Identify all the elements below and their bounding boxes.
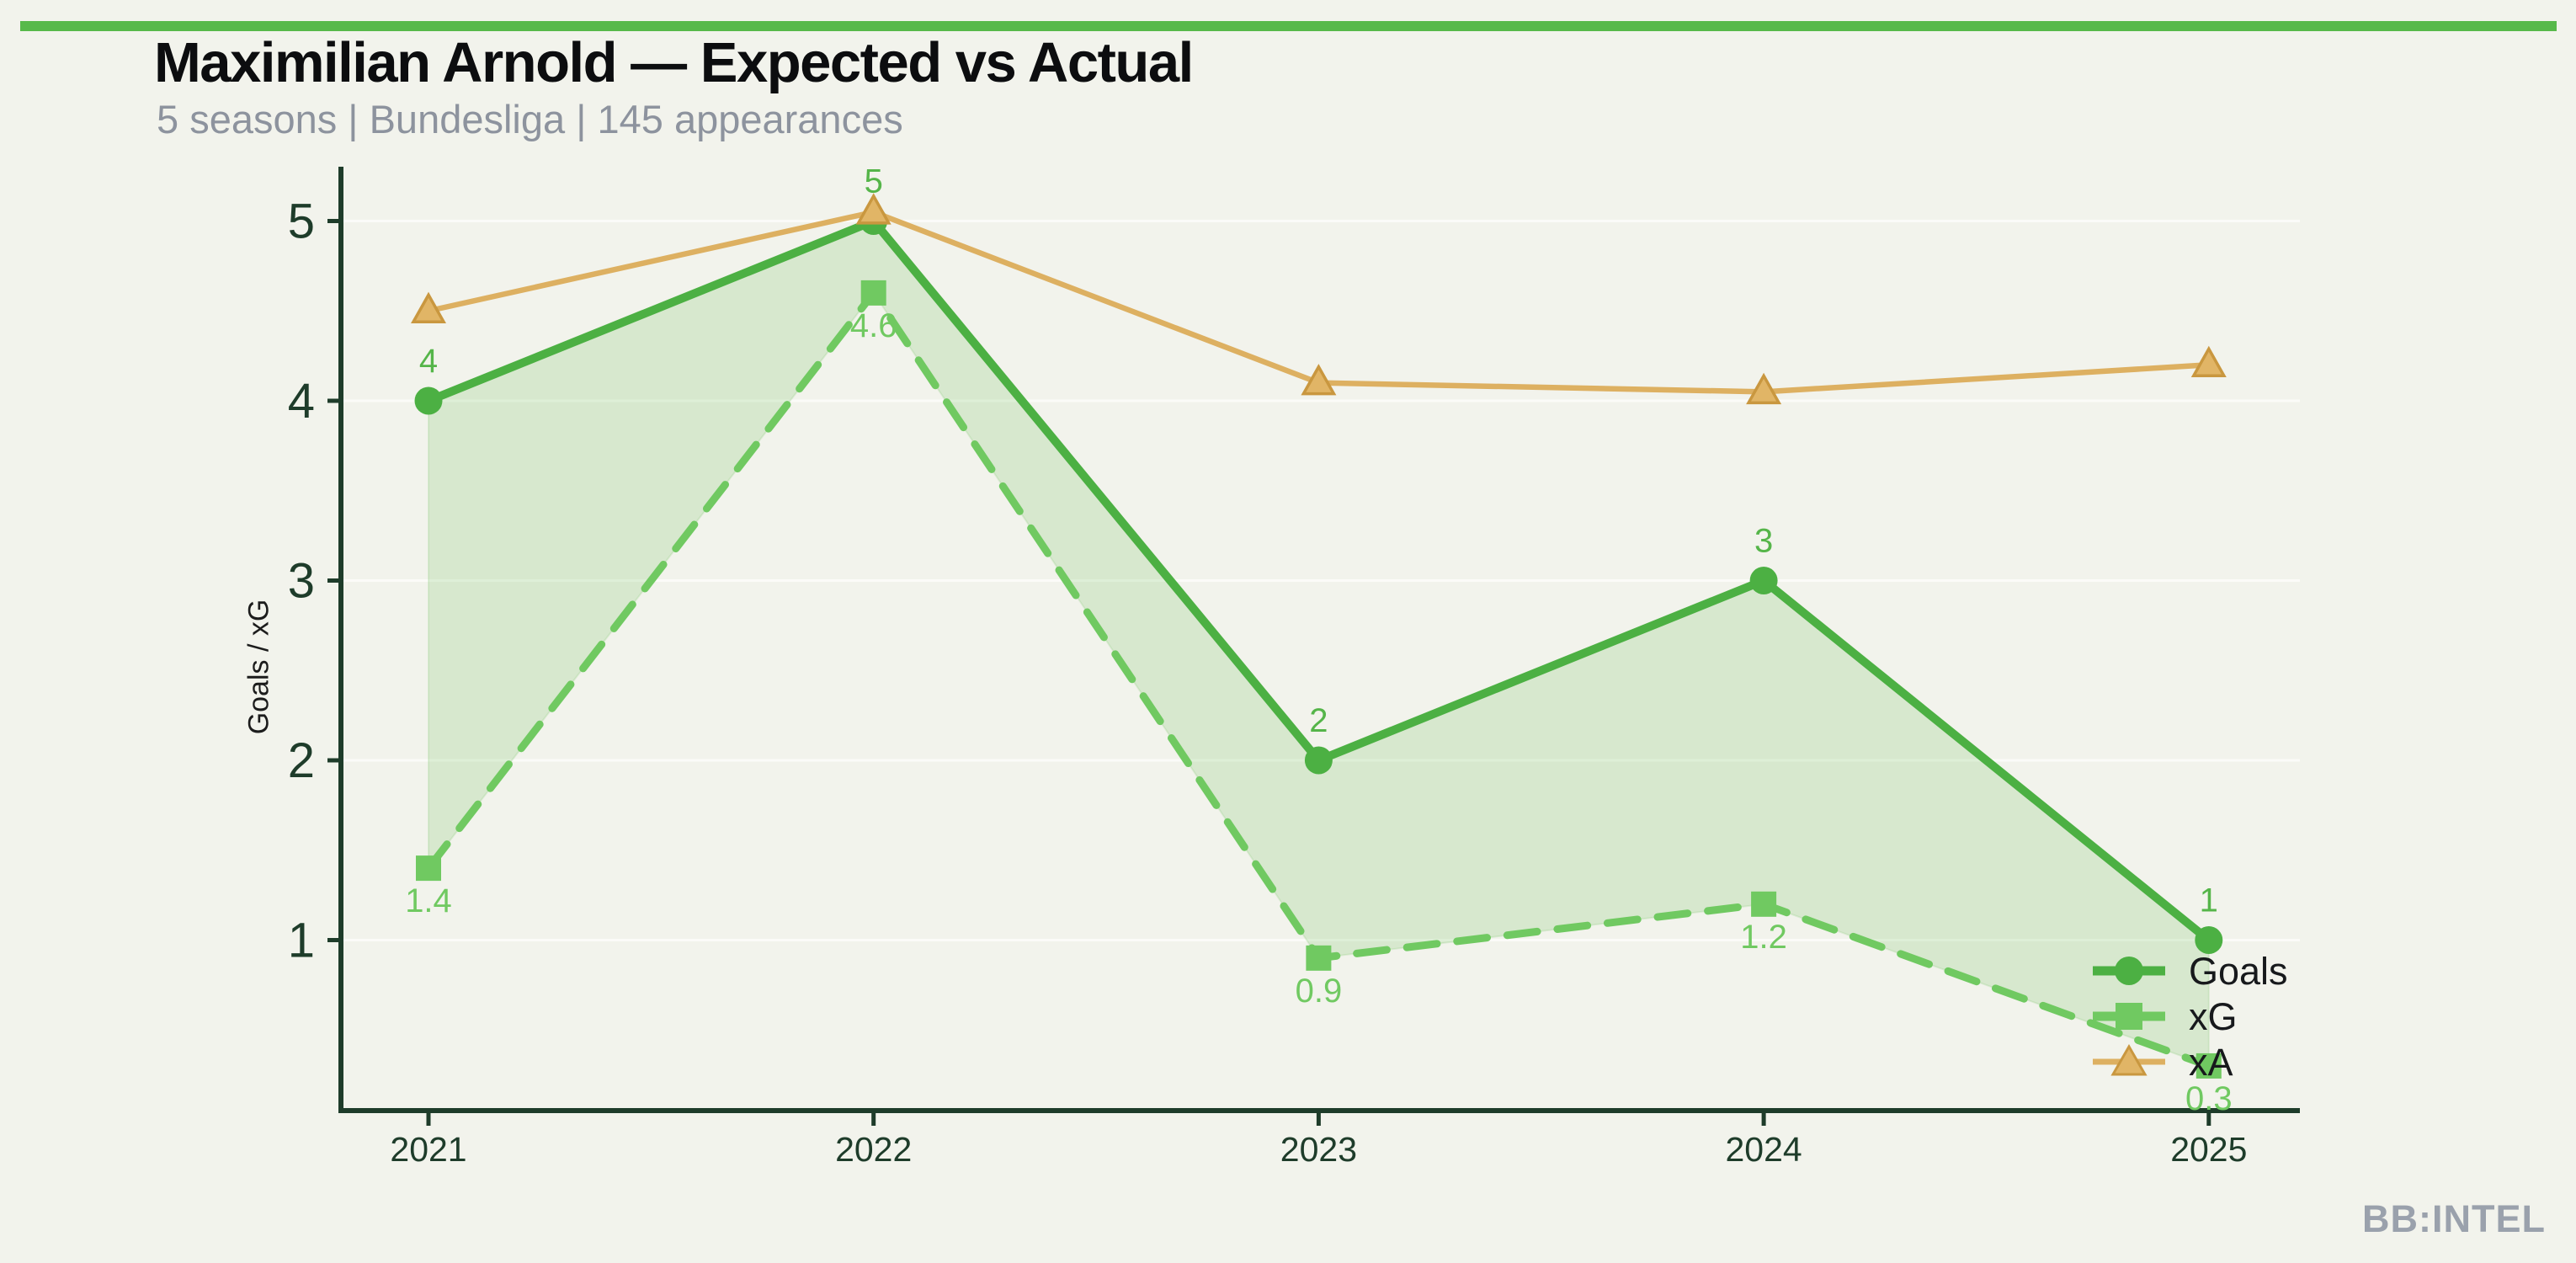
x-tick-label: 2021 xyxy=(390,1130,466,1169)
goals-data-label: 5 xyxy=(865,163,883,200)
xa-point-marker xyxy=(411,291,446,323)
xg-point-marker xyxy=(1306,945,1332,971)
xa-point-marker xyxy=(1746,372,1782,405)
goals-data-label: 3 xyxy=(1754,523,1773,560)
legend-label-xa: xA xyxy=(2189,1041,2233,1084)
xg-data-label: 4.6 xyxy=(850,307,897,344)
xg-point-marker xyxy=(860,280,886,306)
xg-data-label: 0.3 xyxy=(2185,1080,2233,1117)
xg-legend-marker xyxy=(2093,1003,2165,1030)
goals-legend-circle-icon xyxy=(2115,957,2143,985)
page-subtitle: 5 seasons | Bundesliga | 145 appearances xyxy=(157,97,903,141)
legend-item-xa: xA xyxy=(2093,1043,2288,1081)
legend-label-goals: Goals xyxy=(2189,950,2288,993)
goals-data-label: 1 xyxy=(2200,882,2218,919)
xa-legend-triangle-icon xyxy=(2110,1043,2148,1076)
xg-data-label: 1.4 xyxy=(405,882,452,919)
x-tick-label: 2024 xyxy=(1725,1130,1802,1169)
accent-bar xyxy=(20,21,2557,31)
xg-data-label: 1.2 xyxy=(1740,919,1787,956)
y-tick-label: 1 xyxy=(288,914,315,968)
legend-item-xg: xG xyxy=(2093,998,2288,1036)
xa-point-marker xyxy=(855,193,891,225)
goals-point-marker xyxy=(1749,567,1778,594)
goals-data-label: 2 xyxy=(1309,702,1328,739)
y-tick-label: 2 xyxy=(288,733,315,788)
y-tick-label: 3 xyxy=(288,554,315,609)
goals-legend-marker xyxy=(2093,957,2165,985)
goals-point-marker xyxy=(1304,746,1333,775)
y-tick-label: 4 xyxy=(288,374,315,429)
xa-legend-marker xyxy=(2093,1043,2165,1076)
page-title: Maximilian Arnold — Expected vs Actual xyxy=(154,31,1194,94)
xa-point-marker xyxy=(2190,345,2227,378)
y-tick-label: 5 xyxy=(288,195,315,249)
legend-label-xg: xG xyxy=(2189,995,2238,1038)
x-tick-label: 2025 xyxy=(2170,1130,2247,1169)
watermark: BB:INTEL xyxy=(2362,1197,2546,1240)
xa-point-marker xyxy=(1301,364,1337,396)
y-axis-label: Goals / xG xyxy=(242,599,275,735)
xg-legend-square-icon xyxy=(2116,1003,2142,1030)
goals-point-marker xyxy=(414,386,443,415)
legend: Goals xG xA xyxy=(2093,952,2288,1081)
xg-point-marker xyxy=(416,855,441,882)
legend-item-goals: Goals xyxy=(2093,952,2288,990)
x-tick-label: 2023 xyxy=(1280,1130,1357,1169)
goals-point-marker xyxy=(2195,926,2223,954)
xg-point-marker xyxy=(2195,1052,2222,1079)
x-tick-label: 2022 xyxy=(835,1130,912,1169)
xg-point-marker xyxy=(1751,891,1777,917)
goals-data-label: 4 xyxy=(419,343,438,380)
xg-data-label: 0.9 xyxy=(1296,973,1343,1010)
